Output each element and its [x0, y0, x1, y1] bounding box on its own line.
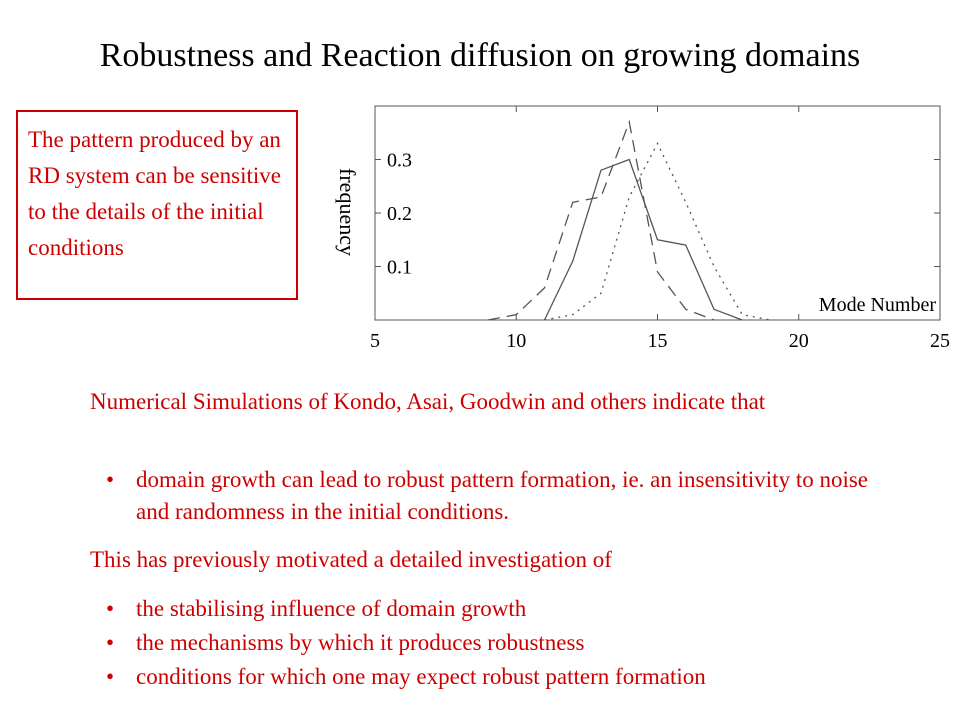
- y-tick-label: 0.2: [387, 203, 412, 225]
- y-axis-label: frequency: [335, 168, 360, 256]
- x-tick-label: 15: [648, 330, 668, 352]
- note-box: The pattern produced by an RD system can…: [16, 110, 298, 300]
- bullet-list-investigation: • the stabilising influence of domain gro…: [106, 592, 896, 694]
- bullet-item: • the stabilising influence of domain gro…: [106, 592, 896, 626]
- series-line-dotted: [544, 142, 771, 321]
- x-tick-label: 5: [370, 330, 380, 352]
- plot-area: 5 10 15 20 25 0.1 0.2 0.3: [370, 105, 950, 352]
- mode-frequency-chart: 5 10 15 20 25 0.1 0.2 0.3 frequency Mode Number: [335, 105, 950, 352]
- y-tick-label: 0.1: [387, 257, 412, 279]
- bullet-item: • conditions for which one may expect rob…: [106, 660, 896, 694]
- x-tick-label: 10: [506, 330, 526, 352]
- bullet-text: the stabilising influence of domain grow…: [136, 596, 527, 621]
- motivation-text: This has previously motivated a detailed…: [90, 547, 612, 572]
- x-tick-label: 20: [789, 330, 809, 352]
- bullet-dot-icon: •: [106, 596, 115, 621]
- bullet-dot-icon: •: [106, 467, 115, 492]
- bullet-text: conditions for which one may expect robu…: [136, 664, 706, 689]
- bullet-dot-icon: •: [106, 664, 115, 689]
- x-tick-label: 25: [930, 330, 950, 352]
- bullet-dot-icon: •: [106, 630, 115, 655]
- bullet-list-growth: • domain growth can lead to robust patter…: [106, 464, 896, 528]
- bullet-item: • domain growth can lead to robust patter…: [106, 464, 871, 528]
- series-line-dashed: [487, 119, 715, 321]
- slide-title: Robustness and Reaction diffusion on gro…: [99, 37, 861, 74]
- bullet-text: domain growth can lead to robust pattern…: [136, 467, 869, 524]
- series-line-solid: [543, 158, 743, 321]
- intro-text: Numerical Simulations of Kondo, Asai, Go…: [90, 389, 766, 414]
- bullet-text: the mechanisms by which it produces robu…: [136, 630, 585, 655]
- y-tick-label: 0.3: [387, 150, 412, 172]
- bullet-item: • the mechanisms by which it produces rob…: [106, 626, 896, 660]
- plot-frame: [374, 105, 941, 321]
- x-axis-label: Mode Number: [819, 294, 937, 316]
